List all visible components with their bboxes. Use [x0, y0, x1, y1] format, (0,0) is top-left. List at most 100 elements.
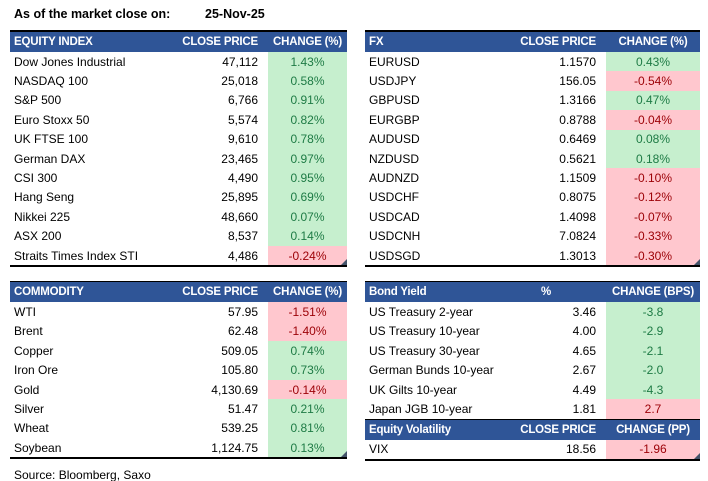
change-value: -0.12%: [606, 187, 700, 208]
instrument-name: NASDAQ 100: [14, 74, 89, 89]
close-price: 4,490: [227, 171, 258, 186]
close-price: 7.0824: [559, 229, 596, 244]
instrument-name: EURUSD: [369, 54, 420, 69]
table-row: Wheat 539.25 0.81%: [10, 418, 347, 439]
right-column: FX CLOSE PRICE CHANGE (%) EURUSD 1.1570 0.43%…: [365, 30, 700, 481]
change-value: -2.1: [606, 341, 700, 361]
change-value: 0.69%: [268, 187, 347, 208]
column-header-close-price: CLOSE PRICE: [520, 36, 596, 48]
change-value: -2.0: [606, 360, 700, 380]
close-price: 1.3166: [559, 93, 596, 108]
column-header-name: EQUITY INDEX: [14, 36, 93, 48]
table-row: UK Gilts 10-year 4.49 -4.3: [365, 379, 700, 400]
change-value: 0.78%: [268, 129, 347, 149]
instrument-name: UK FTSE 100: [14, 132, 89, 147]
instrument-name: Wheat: [14, 421, 49, 436]
close-price: 4.65: [572, 343, 596, 358]
instrument-name: US Treasury 10-year: [369, 324, 480, 339]
close-price: 1.81: [572, 401, 596, 416]
instrument-name: Copper: [14, 343, 54, 358]
column-header-change: CHANGE (PP): [616, 423, 690, 436]
close-price: 156.05: [559, 74, 596, 89]
instrument-name: Japan JGB 10-year: [369, 401, 473, 416]
instrument-name: WTI: [14, 304, 36, 319]
change-value: -1.96: [606, 439, 700, 460]
close-price: 0.8788: [559, 112, 596, 127]
title-bar: As of the market close on: 25-Nov-25: [0, 0, 708, 30]
table-row: Gold 4,130.69 -0.14%: [10, 379, 347, 400]
table-row: Nikkei 225 48,660 0.07%: [10, 207, 347, 227]
close-price: 23,465: [221, 151, 258, 166]
change-value: -4.3: [606, 379, 700, 400]
change-value: 0.81%: [268, 418, 347, 439]
close-price: 25,018: [221, 74, 258, 89]
column-header-name: COMMODITY: [14, 286, 84, 299]
instrument-name: EURGBP: [369, 112, 420, 127]
table-row: Silver 51.47 0.21%: [10, 399, 347, 419]
table-header-row: Bond Yield% CHANGE (BPS): [365, 282, 700, 303]
source-note: Source: Bloomberg, Saxo: [14, 468, 151, 481]
as-of-date: 25-Nov-25: [205, 7, 265, 21]
close-price: 57.95: [227, 304, 258, 319]
instrument-name: Straits Times Index STI: [14, 248, 139, 263]
change-value: -3.8: [606, 302, 700, 322]
instrument-name: Soybean: [14, 440, 62, 455]
change-value: 0.07%: [268, 207, 347, 227]
equity-volatility-table: Equity Volatility CLOSE PRICE CHANGE (PP) V…: [365, 419, 700, 460]
column-header-change: CHANGE (%): [273, 286, 342, 299]
column-header-close-price: CLOSE PRICE: [182, 36, 258, 48]
table-row: NZDUSD 0.5621 0.18%: [365, 148, 700, 169]
table-row: EURUSD 1.1570 0.43%: [365, 52, 700, 72]
instrument-name: USDJPY: [369, 74, 417, 89]
instrument-name: Silver: [14, 401, 45, 416]
table-row: German Bunds 10-year 2.67 -2.0: [365, 360, 700, 380]
close-price: 4.00: [572, 324, 596, 339]
table-row: Iron Ore 105.80 0.73%: [10, 360, 347, 380]
table-row: S&P 500 6,766 0.91%: [10, 90, 347, 111]
table-row: UK FTSE 100 9,610 0.78%: [10, 129, 347, 149]
instrument-name: Gold: [14, 382, 40, 397]
as-of-label: As of the market close on:: [14, 7, 171, 21]
instrument-name: US Treasury 30-year: [369, 343, 480, 358]
bond-yield-table: Bond Yield% CHANGE (BPS) US Treasury 2-yea…: [365, 282, 700, 420]
table-row: NASDAQ 100 25,018 0.58%: [10, 71, 347, 91]
change-value: 0.82%: [268, 110, 347, 130]
close-price: 4.49: [572, 382, 596, 397]
table-row: Soybean 1,124.75 0.13%: [10, 438, 347, 458]
table-row: Hang Seng 25,895 0.69%: [10, 187, 347, 208]
equity-index-table: EQUITY INDEX CLOSE PRICE CHANGE (%) Dow Jon…: [10, 30, 347, 268]
instrument-name: Iron Ore: [14, 363, 59, 378]
change-value: -1.51%: [268, 302, 347, 322]
close-price: 5,574: [227, 112, 258, 127]
change-value: -0.33%: [606, 226, 700, 246]
change-value: -0.30%: [606, 245, 700, 266]
instrument-name: NZDUSD: [369, 151, 419, 166]
table-row: WTI 57.95 -1.51%: [10, 302, 347, 322]
instrument-name: German Bunds 10-year: [369, 363, 494, 378]
change-value: 0.91%: [268, 90, 347, 111]
instrument-name: Brent: [14, 324, 43, 339]
commodity-table: COMMODITY CLOSE PRICE CHANGE (%) WTI 57.95 -1…: [10, 281, 347, 460]
close-price: 0.5621: [559, 151, 596, 166]
close-price: 4,486: [227, 248, 258, 263]
table-row: Dow Jones Industrial 47,112 1.43%: [10, 52, 347, 72]
table-row: USDCAD 1.4098 -0.07%: [365, 207, 700, 227]
close-price: 539.25: [221, 421, 258, 436]
change-value: 0.73%: [268, 360, 347, 380]
instrument-name: Euro Stoxx 50: [14, 112, 90, 127]
table-row: Japan JGB 10-year 1.81 2.7: [365, 399, 700, 419]
change-value: 0.43%: [606, 52, 700, 72]
table-row: Straits Times Index STI 4,486 -0.24%: [10, 245, 347, 266]
change-value: 0.47%: [606, 90, 700, 111]
close-price: 62.48: [227, 324, 258, 339]
change-value: 1.43%: [268, 52, 347, 72]
close-price: 0.6469: [559, 132, 596, 147]
table-row: USDCNH 7.0824 -0.33%: [365, 226, 700, 246]
instrument-name: AUDUSD: [369, 132, 420, 147]
close-price: 4,130.69: [211, 382, 258, 397]
close-price: 3.46: [572, 304, 596, 319]
table-row: ASX 200 8,537 0.14%: [10, 226, 347, 246]
table-header-row: COMMODITY CLOSE PRICE CHANGE (%): [10, 282, 347, 303]
change-value: -1.40%: [268, 321, 347, 342]
